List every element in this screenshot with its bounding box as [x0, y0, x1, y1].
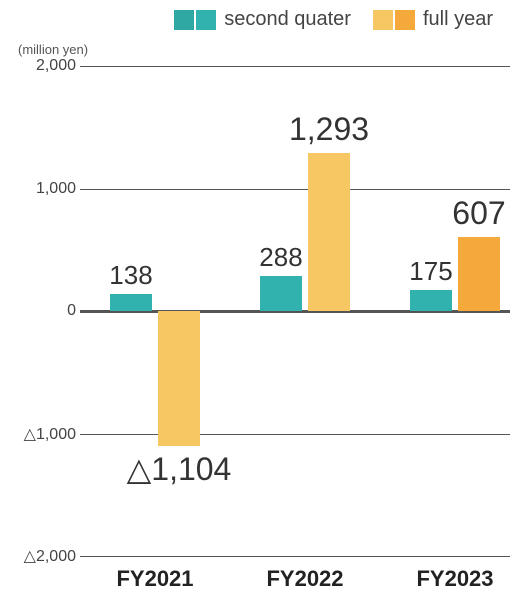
y-tick-label: 2,000 [36, 57, 76, 75]
y-tick-label: 1,000 [36, 180, 76, 198]
bar-value-label: 175 [371, 256, 491, 287]
gridline [80, 556, 510, 557]
legend-swatch-second-quater [174, 10, 216, 30]
bar-group-fy2023: 175 607 [80, 66, 510, 556]
y-tick-label: 0 [67, 302, 76, 320]
plot-area: 138 △1,104 288 1,293 175 607 [80, 66, 510, 556]
y-axis-title: (million yen) [18, 42, 88, 57]
bar-second-quater [410, 290, 452, 311]
x-tick-label: FY2022 [225, 566, 385, 592]
y-tick-label: △2,000 [24, 546, 76, 566]
y-tick-label: △1,000 [24, 424, 76, 444]
bar-value-label: 607 [419, 195, 523, 232]
legend-label: full year [423, 8, 493, 31]
x-tick-label: FY2021 [75, 566, 235, 592]
bar-chart: second quater full year (million yen) 2,… [0, 0, 523, 611]
legend: second quater full year [174, 8, 493, 31]
legend-swatch-full-year [373, 10, 415, 30]
legend-item-second-quater: second quater [174, 8, 351, 31]
legend-item-full-year: full year [373, 8, 493, 31]
x-tick-label: FY2023 [375, 566, 523, 592]
legend-label: second quater [224, 8, 351, 31]
